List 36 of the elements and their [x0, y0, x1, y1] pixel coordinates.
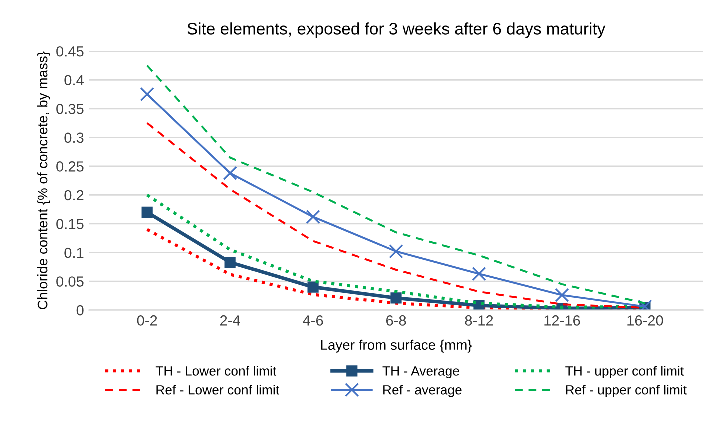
x-tick-label: 6-8 [386, 316, 406, 326]
x-tick-label: 8-12 [465, 316, 494, 326]
y-tick-label: 0.3 [64, 132, 84, 144]
y-tick-label: 0.1 [64, 248, 84, 258]
y-tick-label: 0.15 [56, 219, 84, 230]
y-tick-label: 0.4 [64, 75, 84, 86]
legend-label: Ref - upper conf limit [566, 385, 687, 398]
x-tick-label: 4-6 [303, 316, 324, 326]
point [472, 266, 486, 282]
x-tick-label: 0-2 [137, 316, 158, 326]
point [224, 256, 236, 268]
point [306, 210, 320, 224]
legend-label: TH - Average [382, 366, 460, 378]
legend-label: TH - Lower conf limit [156, 366, 277, 376]
point [390, 292, 402, 304]
legend-label: Ref - Lower conf limit [156, 385, 280, 395]
point [223, 166, 238, 180]
x-tick-label: 2-4 [220, 316, 240, 326]
x-axis-title: Layer from surface {mm} [321, 340, 472, 353]
legend-label: Ref - average [384, 385, 462, 398]
y-tick-label: 0.2 [64, 190, 84, 201]
y-tick-label: 0.05 [56, 276, 84, 287]
y-tick-label: 0.25 [56, 162, 84, 172]
x-tick-label: 16-20 [628, 316, 664, 326]
point [389, 244, 404, 259]
y-axis-title: Chloride content {% of concrete, by mass} [38, 52, 50, 310]
point [140, 87, 154, 102]
y-tick-label: 0.35 [56, 104, 84, 114]
y-tick-label: 0.45 [56, 46, 84, 57]
y-tick-label: 0 [76, 305, 84, 316]
point [308, 282, 319, 293]
legend-label: TH - upper conf limit [566, 366, 684, 378]
x-tick-label: 12-16 [544, 316, 580, 326]
point [142, 206, 153, 218]
point [555, 288, 570, 302]
chart-title: Site elements, exposed for 3 weeks after 6 days maturity [188, 22, 606, 38]
